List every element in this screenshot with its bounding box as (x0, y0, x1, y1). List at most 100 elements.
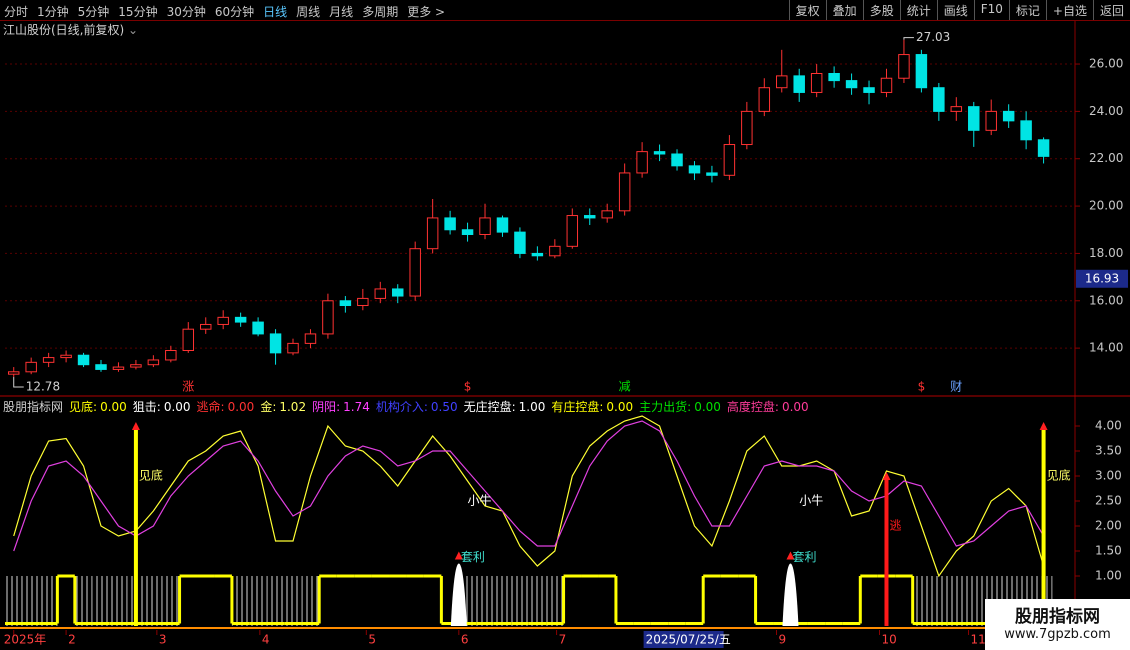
hatch-band (947, 576, 966, 626)
candle-body (985, 110, 997, 131)
tool-buttons: 复权 叠加 多股 统计 画线 F10 标记 +自选 返回 (788, 0, 1130, 20)
watermark-url: www.7gpzb.com (1004, 627, 1111, 642)
hatch-band (249, 576, 267, 626)
readout-name: 无庄控盘: (463, 400, 516, 414)
annotation-label: 12.78 (26, 380, 60, 394)
hatch-band (965, 576, 983, 626)
candle-body (1020, 120, 1032, 141)
hatch-band (5, 576, 23, 626)
candle-body (479, 217, 491, 235)
hatch-band (528, 576, 547, 626)
y-tick-label: 2.00 (1095, 519, 1122, 533)
x-tick-label: 11 (971, 633, 986, 647)
candle-body (95, 364, 107, 370)
y-tick-label: 1.50 (1095, 544, 1122, 558)
y-tick-label: 4.00 (1095, 419, 1122, 433)
period-tabs: 分时 1分钟 5分钟 15分钟 30分钟 60分钟 日线 周线 月线 多周期 更多 > (4, 3, 454, 20)
readout-name: 狙击: (132, 400, 161, 414)
tool-button[interactable]: 叠加 (825, 0, 863, 20)
hatch-band (22, 576, 40, 626)
spike-arrow (131, 422, 140, 430)
candle-body (741, 110, 753, 146)
spike (782, 563, 799, 626)
candle-body (793, 75, 805, 93)
tool-button[interactable]: 标记 (1008, 0, 1046, 20)
hatch-band (231, 576, 250, 626)
candle-body (915, 54, 928, 89)
y-tick-label: 20.00 (1089, 199, 1123, 213)
spike-label: 见底 (1047, 468, 1071, 483)
cursor-date-box (643, 631, 724, 648)
annotation-pointer (13, 377, 24, 388)
period-tab[interactable]: 15分钟 (118, 5, 158, 19)
chart-title: 江山股份(日线,前复权) ⌄ (3, 21, 138, 38)
hatch-band (266, 576, 285, 626)
tool-button[interactable]: 返回 (1092, 0, 1130, 20)
candle-body (863, 87, 875, 93)
hatch-band (74, 576, 93, 626)
period-tab[interactable]: 日线 (263, 5, 288, 19)
period-tab[interactable]: 多周期 (362, 5, 399, 19)
period-tab[interactable]: 5分钟 (77, 5, 110, 19)
hatch-band (284, 576, 302, 626)
readout-value: 0.00 (781, 400, 809, 414)
hatch-band (912, 576, 931, 626)
tool-button[interactable]: F10 (973, 0, 1009, 20)
tool-button[interactable]: 画线 (936, 0, 974, 20)
y-tick-label: 14.00 (1089, 341, 1123, 355)
dropdown-icon[interactable]: ⌄ (128, 23, 139, 37)
spike (133, 426, 138, 626)
period-tab[interactable]: 更多 > (407, 5, 446, 19)
period-tab[interactable]: 周线 (296, 5, 321, 19)
hatch-band (476, 576, 494, 626)
hatch-band (493, 576, 512, 626)
candle-body (130, 364, 142, 368)
period-tab[interactable]: 分时 (4, 5, 29, 19)
candle-body (147, 359, 160, 366)
readout-name: 高度控盘: (726, 400, 779, 414)
period-tab[interactable]: 60分钟 (214, 5, 255, 19)
hatch-band (930, 576, 948, 626)
spike-label: 套利 (461, 550, 485, 564)
candle-body (531, 252, 544, 257)
candle-body (636, 151, 648, 174)
tool-button[interactable]: 统计 (899, 0, 937, 20)
stock-title: 江山股份(日线,前复权) (3, 23, 125, 37)
candle-body (566, 215, 579, 247)
indicator-line (13, 415, 1045, 578)
readout-value: 0.50 (430, 400, 458, 414)
period-tab[interactable]: 月线 (329, 5, 354, 19)
y-tick-label: 22.00 (1089, 151, 1123, 165)
indicator-title: 股朋指标网 (3, 400, 64, 414)
tool-button[interactable]: 复权 (788, 0, 826, 20)
tool-button[interactable]: +自选 (1045, 0, 1093, 20)
candle-body (880, 77, 893, 93)
spike (884, 476, 889, 626)
period-tab[interactable]: 1分钟 (37, 5, 69, 19)
y-tick-label: 18.00 (1089, 246, 1123, 260)
candle-body (287, 342, 299, 354)
spike-arrow (882, 472, 891, 480)
tool-button[interactable]: 多股 (862, 0, 900, 20)
event-marker: 财 (950, 380, 962, 394)
hatch-band (546, 576, 564, 626)
x-tick-label: 7 (559, 633, 567, 647)
x-tick-label: 9 (779, 633, 787, 647)
toolbar: 分时 1分钟 5分钟 15分钟 30分钟 60分钟 日线 周线 月线 多周期 更多 > 复权 叠加 多股… (0, 0, 1130, 21)
x-tick-label: 6 (461, 633, 469, 647)
readout-value: 0.00 (100, 400, 127, 414)
spike-arrow (786, 551, 795, 560)
hatch-band (109, 576, 128, 626)
spike (450, 563, 467, 626)
hatch-band (39, 576, 58, 626)
candle-body (496, 217, 509, 233)
candle-body (950, 106, 963, 112)
candle-body (77, 354, 90, 366)
period-tab[interactable]: 30分钟 (166, 5, 206, 19)
event-marker: $ (464, 380, 472, 394)
candle-body (217, 316, 229, 325)
candle-body (828, 73, 840, 82)
y-tick-label: 24.00 (1089, 104, 1123, 118)
readout-name: 有庄控盘: (551, 400, 604, 414)
